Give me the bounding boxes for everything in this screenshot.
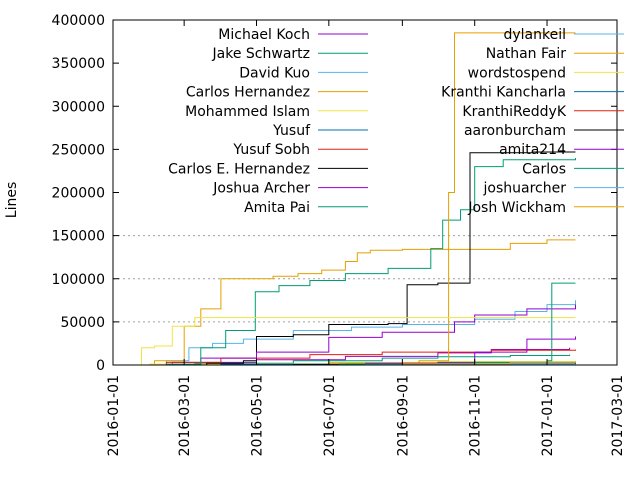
legend-label: Michael Koch xyxy=(218,27,310,43)
legend: Michael Koch Jake Schwartz David Kuo Carlos… xyxy=(168,27,624,216)
grid-layer xyxy=(113,235,617,323)
legend-label: Josh Wickham xyxy=(467,200,566,216)
legend-label: dylankeil xyxy=(503,27,566,43)
legend-label: amita214 xyxy=(499,142,566,158)
series-line xyxy=(135,317,576,366)
y-tick-label: 400000 xyxy=(52,13,105,29)
y-tick-label: 200000 xyxy=(52,186,105,202)
legend-label: Carlos E. Hernandez xyxy=(168,161,310,177)
legend-label: David Kuo xyxy=(239,65,310,81)
x-tick-label: 2016-05-01 xyxy=(249,375,265,456)
x-tick-label: 2017-03-01 xyxy=(610,375,626,456)
y-tick-label: 50000 xyxy=(60,315,105,331)
legend-label: Amita Pai xyxy=(244,200,310,216)
x-tick-label: 2017-01-01 xyxy=(540,375,556,456)
legend-label: Joshua Archer xyxy=(212,181,310,197)
tick-layer: 0 50000 100000 150000 200000 250000 300000 3500… xyxy=(52,13,626,456)
series-line xyxy=(166,151,576,366)
x-tick-label: 2016-07-01 xyxy=(322,375,338,456)
series-line xyxy=(160,304,576,366)
legend-label: Carlos Hernandez xyxy=(186,85,310,101)
legend-label: Nathan Fair xyxy=(486,46,567,62)
y-tick-label: 100000 xyxy=(52,272,105,288)
legend-label: aaronburcham xyxy=(464,123,566,139)
y-tick-label: 150000 xyxy=(52,229,105,245)
x-tick-label: 2016-09-01 xyxy=(395,375,411,456)
y-tick-label: 0 xyxy=(96,358,105,374)
series-line xyxy=(154,158,576,366)
y-tick-label: 300000 xyxy=(52,99,105,115)
legend-label: joshuarcher xyxy=(483,181,567,197)
legend-label: wordstospend xyxy=(468,65,566,81)
legend-label: Mohammed Islam xyxy=(185,104,310,120)
series-line xyxy=(141,239,576,366)
x-tick-label: 2016-03-01 xyxy=(177,375,193,456)
series-line xyxy=(141,349,576,366)
legend-label: Yusuf Sobh xyxy=(232,142,310,158)
legend-label: Yusuf xyxy=(272,123,311,139)
legend-label: Carlos xyxy=(522,161,566,177)
x-tick-label: 2016-11-01 xyxy=(468,375,484,456)
x-tick-label: 2016-01-01 xyxy=(106,375,122,456)
legend-label: KranthiReddyK xyxy=(462,104,566,120)
y-tick-label: 250000 xyxy=(52,142,105,158)
y-tick-label: 350000 xyxy=(52,56,105,72)
legend-label: Kranthi Kancharla xyxy=(441,85,566,101)
y-axis-label: Lines xyxy=(4,182,20,218)
series-line xyxy=(135,300,576,366)
series-line xyxy=(149,354,571,366)
legend-label: Jake Schwartz xyxy=(212,46,310,62)
